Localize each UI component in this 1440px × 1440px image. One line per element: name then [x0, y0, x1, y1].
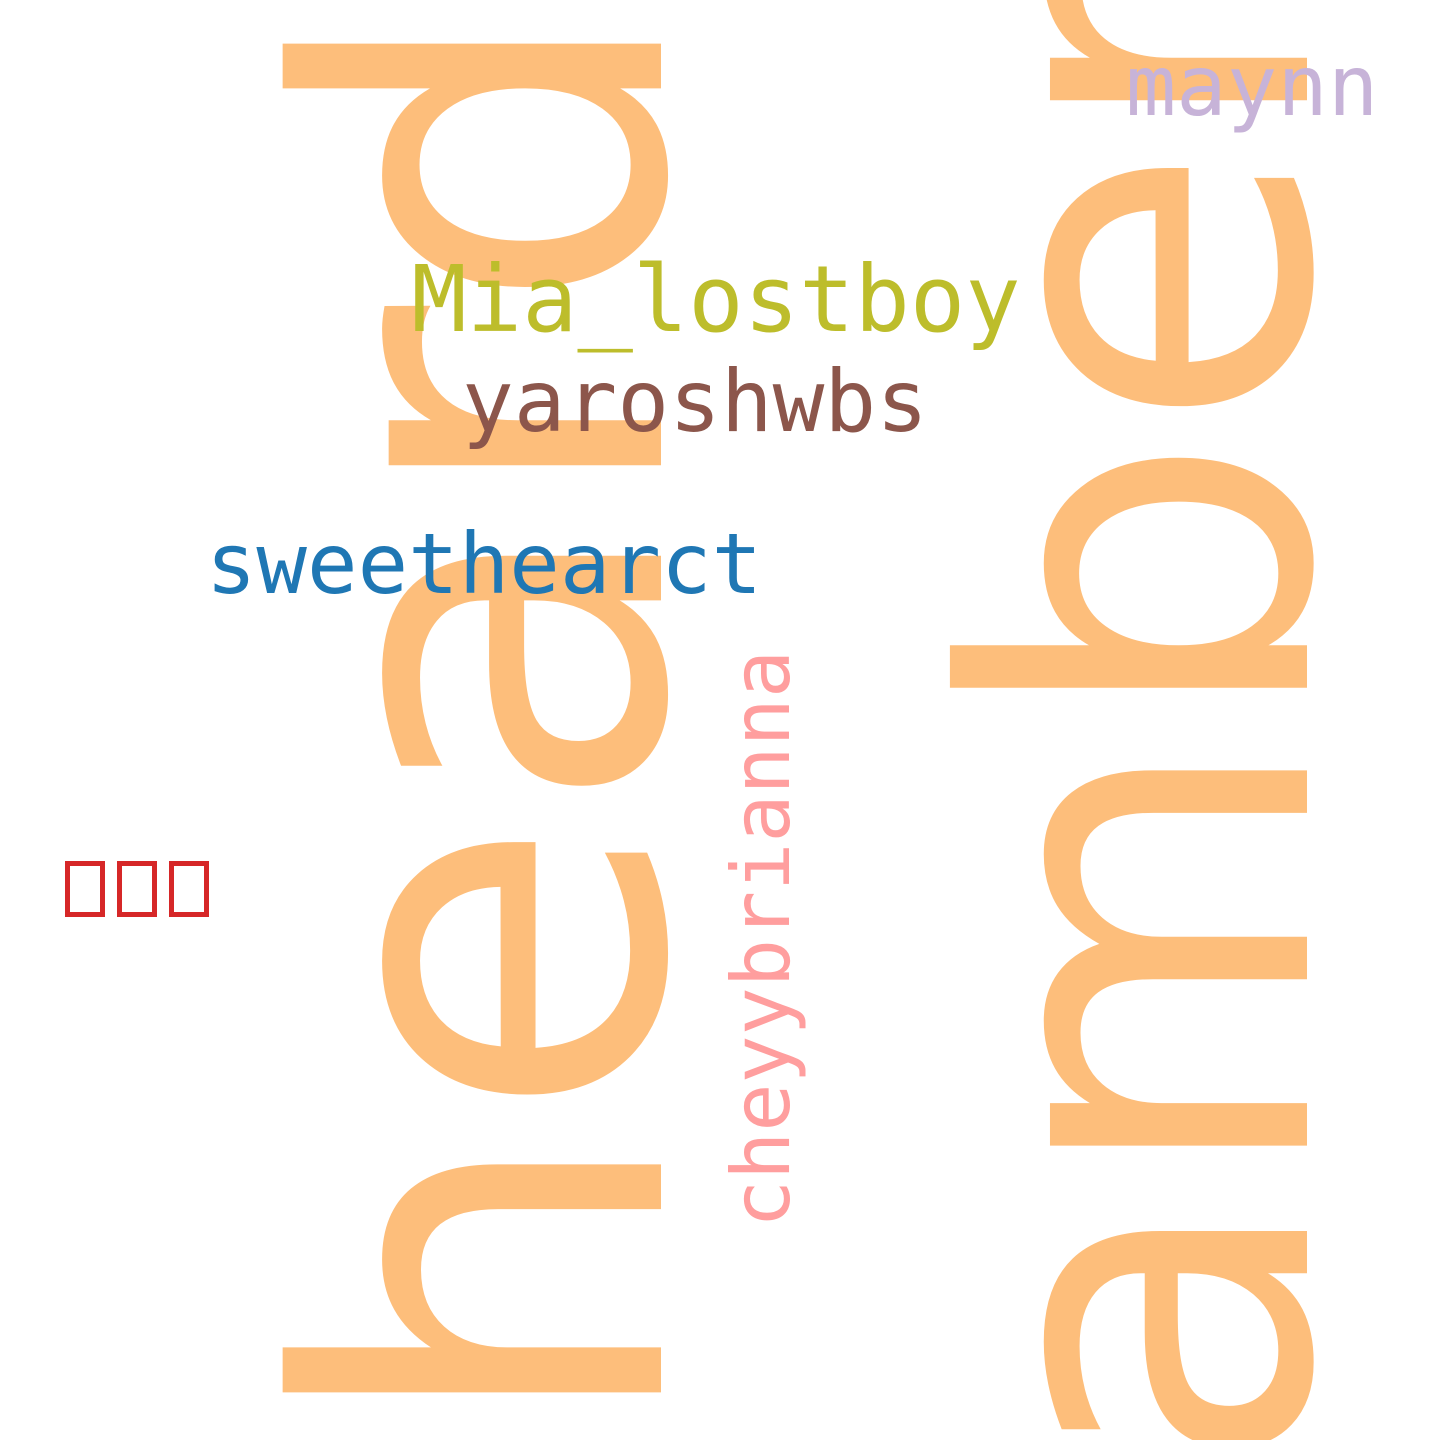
word-cheyybrianna: cheyybrianna: [715, 650, 808, 1228]
word-heard: heard: [200, 0, 779, 1438]
missing-glyph-box: [169, 860, 209, 917]
word-sweethearct: sweethearct: [205, 515, 763, 613]
word-maynn: maynn: [1125, 37, 1379, 135]
missing-glyph-box: [65, 860, 105, 917]
word-missing-glyphs: [59, 849, 215, 919]
word-amber: amber: [871, 0, 1418, 1440]
missing-glyph-box: [117, 860, 157, 917]
word-yaroshwbs: yaroshwbs: [462, 352, 928, 452]
word-mia-lostboy: Mia_lostboy: [411, 246, 1021, 353]
